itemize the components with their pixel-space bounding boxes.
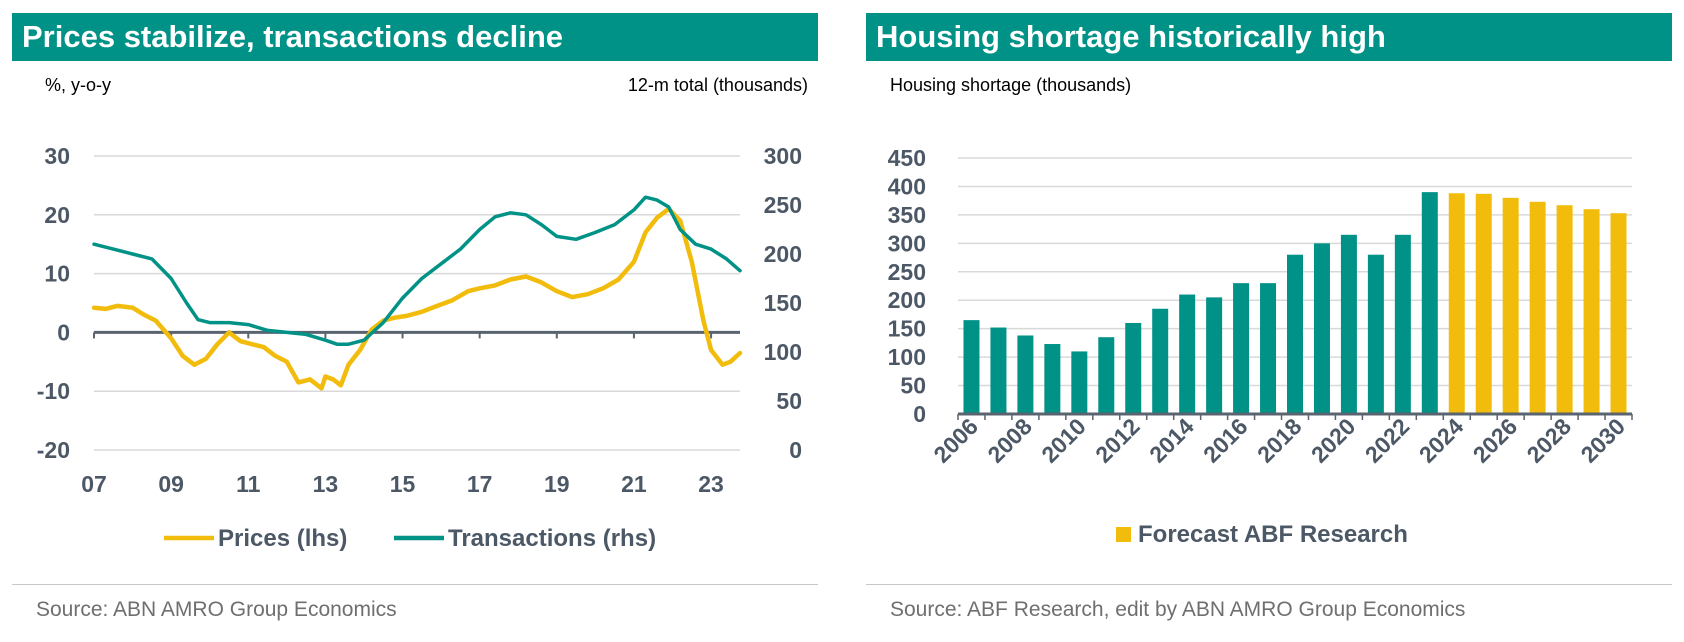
y-tick-label: 50: [900, 373, 926, 399]
right-chart-panel: Housing shortage historically high Housi…: [866, 0, 1672, 642]
y-tick-label: 400: [888, 173, 926, 199]
left-divider: [12, 584, 818, 585]
x-tick-label: 15: [390, 471, 416, 497]
bar: [1071, 351, 1088, 414]
x-tick-label: 2012: [1090, 413, 1145, 468]
x-tick-label: 21: [621, 471, 647, 497]
legend-label: Forecast ABF Research: [1138, 521, 1408, 548]
x-tick-label: 2018: [1252, 413, 1307, 468]
transactions-series-line: [92, 195, 742, 346]
bar: [1260, 283, 1277, 414]
x-tick-label: 2014: [1144, 413, 1199, 468]
bar: [1206, 297, 1223, 414]
y-tick-label: 250: [888, 259, 926, 285]
bar: [1394, 234, 1411, 414]
bar: [1448, 193, 1465, 414]
bar: [1340, 234, 1357, 414]
bar: [1098, 337, 1115, 414]
bar: [1502, 197, 1519, 414]
left-chart-panel: Prices stabilize, transactions decline %…: [12, 0, 818, 642]
x-tick-label: 13: [313, 471, 339, 497]
legend-label: Prices (lhs): [218, 525, 347, 552]
right-chart-title: Housing shortage historically high: [866, 13, 1672, 61]
bar: [1610, 213, 1627, 414]
x-tick-label: 2030: [1575, 413, 1630, 468]
bar: [1179, 294, 1196, 414]
y-right-tick-label: 150: [764, 290, 802, 316]
bar: [963, 320, 980, 414]
x-tick-label: 09: [158, 471, 184, 497]
y-tick-label: 350: [888, 202, 926, 228]
x-tick-label: 07: [81, 471, 107, 497]
prices-series-line: [91, 206, 743, 391]
y-right-tick-label: 100: [764, 339, 802, 365]
x-tick-label: 2016: [1198, 413, 1253, 468]
right-divider: [866, 584, 1672, 585]
y-left-tick-label: 10: [44, 261, 70, 287]
left-source-note: Source: ABN AMRO Group Economics: [36, 598, 397, 621]
bar: [1017, 335, 1034, 414]
y-tick-label: 0: [913, 401, 926, 427]
right-axis-unit: 12-m total (thousands): [627, 75, 808, 95]
x-tick-label: 2010: [1036, 413, 1091, 468]
x-tick-label: 2026: [1468, 413, 1523, 468]
left-axis-unit: %, y-o-y: [45, 75, 112, 95]
bar: [1125, 322, 1142, 414]
legend-swatch: [1116, 527, 1131, 542]
legend-label: Transactions (rhs): [448, 525, 656, 552]
y-tick-label: 450: [888, 145, 926, 171]
x-tick-label: 11: [236, 471, 261, 497]
x-tick-label: 2006: [928, 413, 983, 468]
x-tick-label: 23: [698, 471, 724, 497]
x-tick-label: 2008: [982, 413, 1037, 468]
bar: [1421, 192, 1438, 414]
left-chart-title: Prices stabilize, transactions decline: [12, 13, 818, 61]
bar: [1556, 205, 1573, 414]
y-right-tick-label: 250: [764, 192, 802, 218]
bar: [1313, 243, 1330, 414]
bar: [1044, 344, 1061, 414]
y-tick-label: 150: [888, 316, 926, 342]
y-right-tick-label: 0: [789, 437, 802, 463]
y-right-tick-label: 200: [764, 241, 802, 267]
y-right-tick-label: 50: [776, 388, 802, 414]
y-tick-label: 300: [888, 230, 926, 256]
bar-axis-unit: Housing shortage (thousands): [890, 75, 1132, 95]
bar: [1475, 193, 1492, 414]
x-tick-label: 2024: [1414, 413, 1469, 468]
x-tick-label: 2022: [1360, 413, 1415, 468]
x-tick-label: 19: [544, 471, 570, 497]
bar: [1287, 254, 1303, 414]
y-left-tick-label: -20: [37, 437, 70, 463]
x-tick-label: 17: [467, 471, 493, 497]
y-left-tick-label: -10: [37, 378, 70, 404]
bar: [1529, 201, 1546, 414]
x-tick-label: 2028: [1522, 413, 1577, 468]
bar: [990, 327, 1007, 414]
bar: [1152, 308, 1169, 414]
y-left-tick-label: 20: [44, 202, 70, 228]
y-left-tick-label: 0: [57, 319, 70, 345]
bar: [1583, 209, 1600, 414]
y-tick-label: 200: [888, 287, 926, 313]
bar: [1367, 254, 1384, 414]
y-tick-label: 100: [888, 344, 926, 370]
y-left-tick-label: 30: [44, 143, 70, 169]
bar: [1233, 283, 1250, 414]
y-right-tick-label: 300: [764, 143, 802, 169]
x-tick-label: 2020: [1306, 413, 1361, 468]
right-source-note: Source: ABF Research, edit by ABN AMRO G…: [890, 598, 1466, 621]
